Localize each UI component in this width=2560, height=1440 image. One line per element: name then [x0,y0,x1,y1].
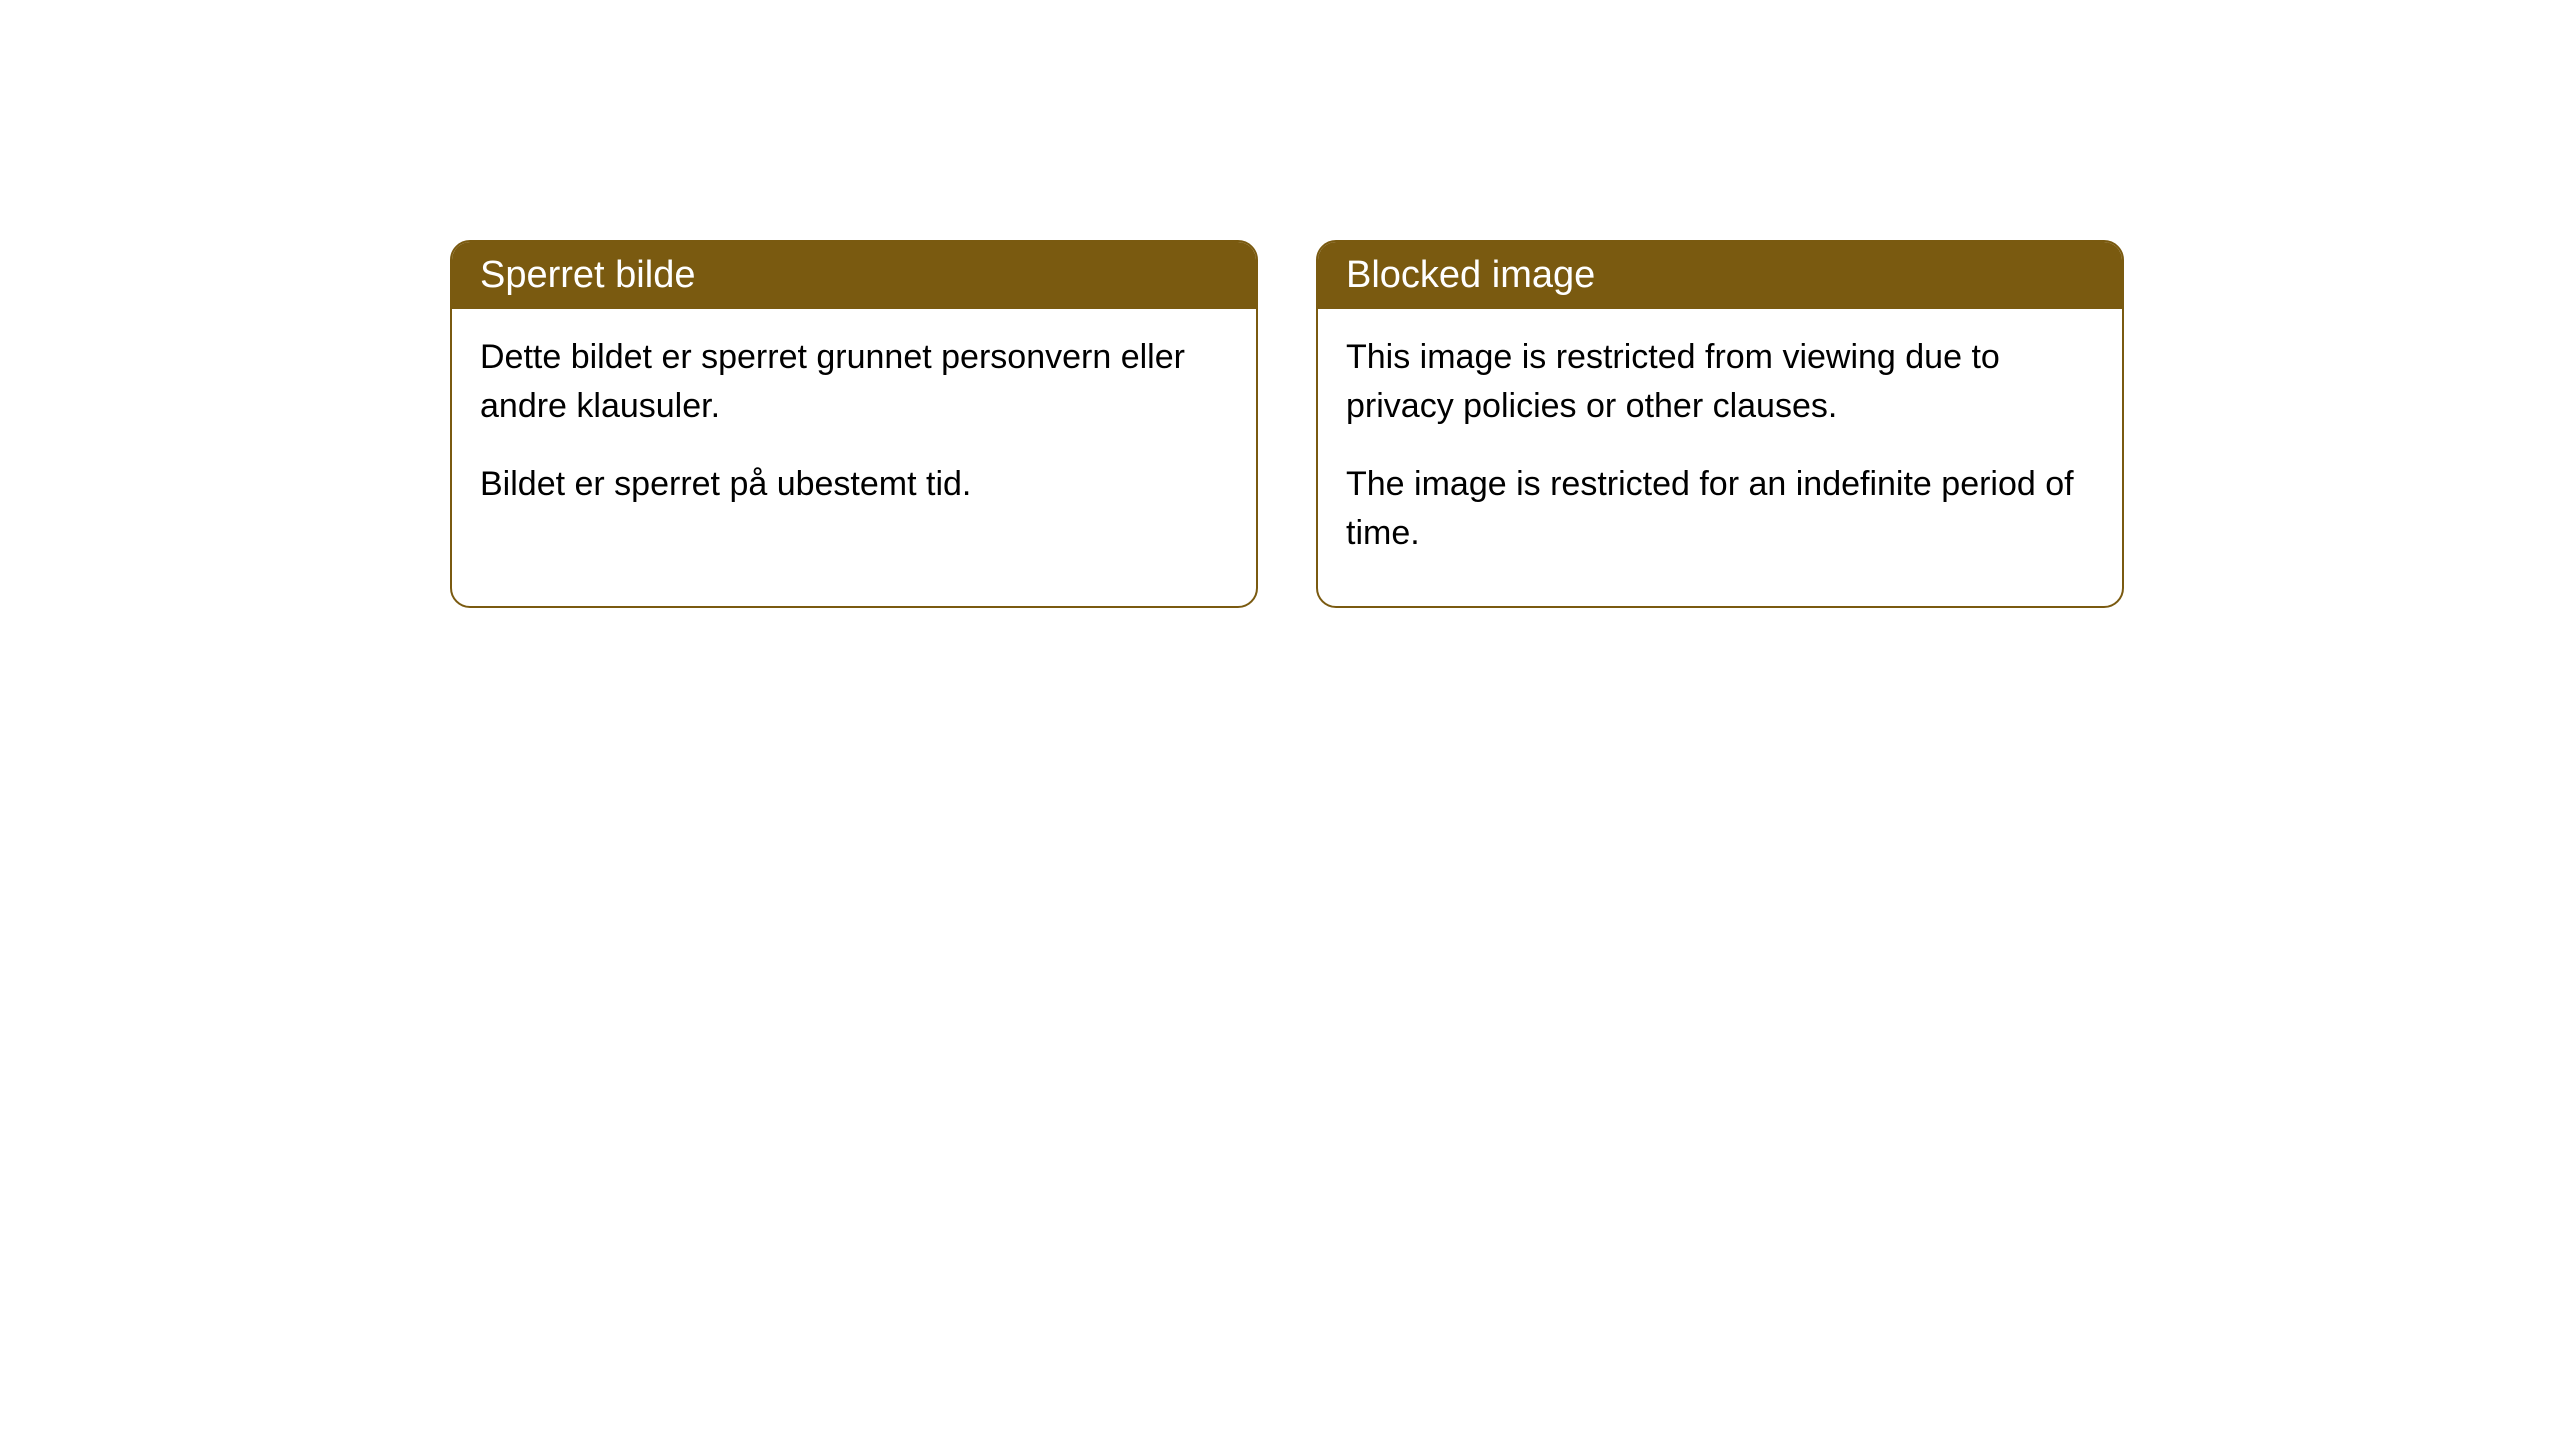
card-paragraph: Dette bildet er sperret grunnet personve… [480,333,1228,432]
card-paragraph: The image is restricted for an indefinit… [1346,460,2094,559]
card-title: Sperret bilde [480,254,695,296]
card-paragraph: Bildet er sperret på ubestemt tid. [480,460,1228,509]
card-header: Sperret bilde [452,242,1256,309]
card-title: Blocked image [1346,254,1595,296]
card-header: Blocked image [1318,242,2122,309]
notice-cards-container: Sperret bilde Dette bildet er sperret gr… [450,240,2124,608]
card-body: This image is restricted from viewing du… [1318,309,2122,606]
card-paragraph: This image is restricted from viewing du… [1346,333,2094,432]
notice-card-norwegian: Sperret bilde Dette bildet er sperret gr… [450,240,1258,608]
card-body: Dette bildet er sperret grunnet personve… [452,309,1256,557]
notice-card-english: Blocked image This image is restricted f… [1316,240,2124,608]
